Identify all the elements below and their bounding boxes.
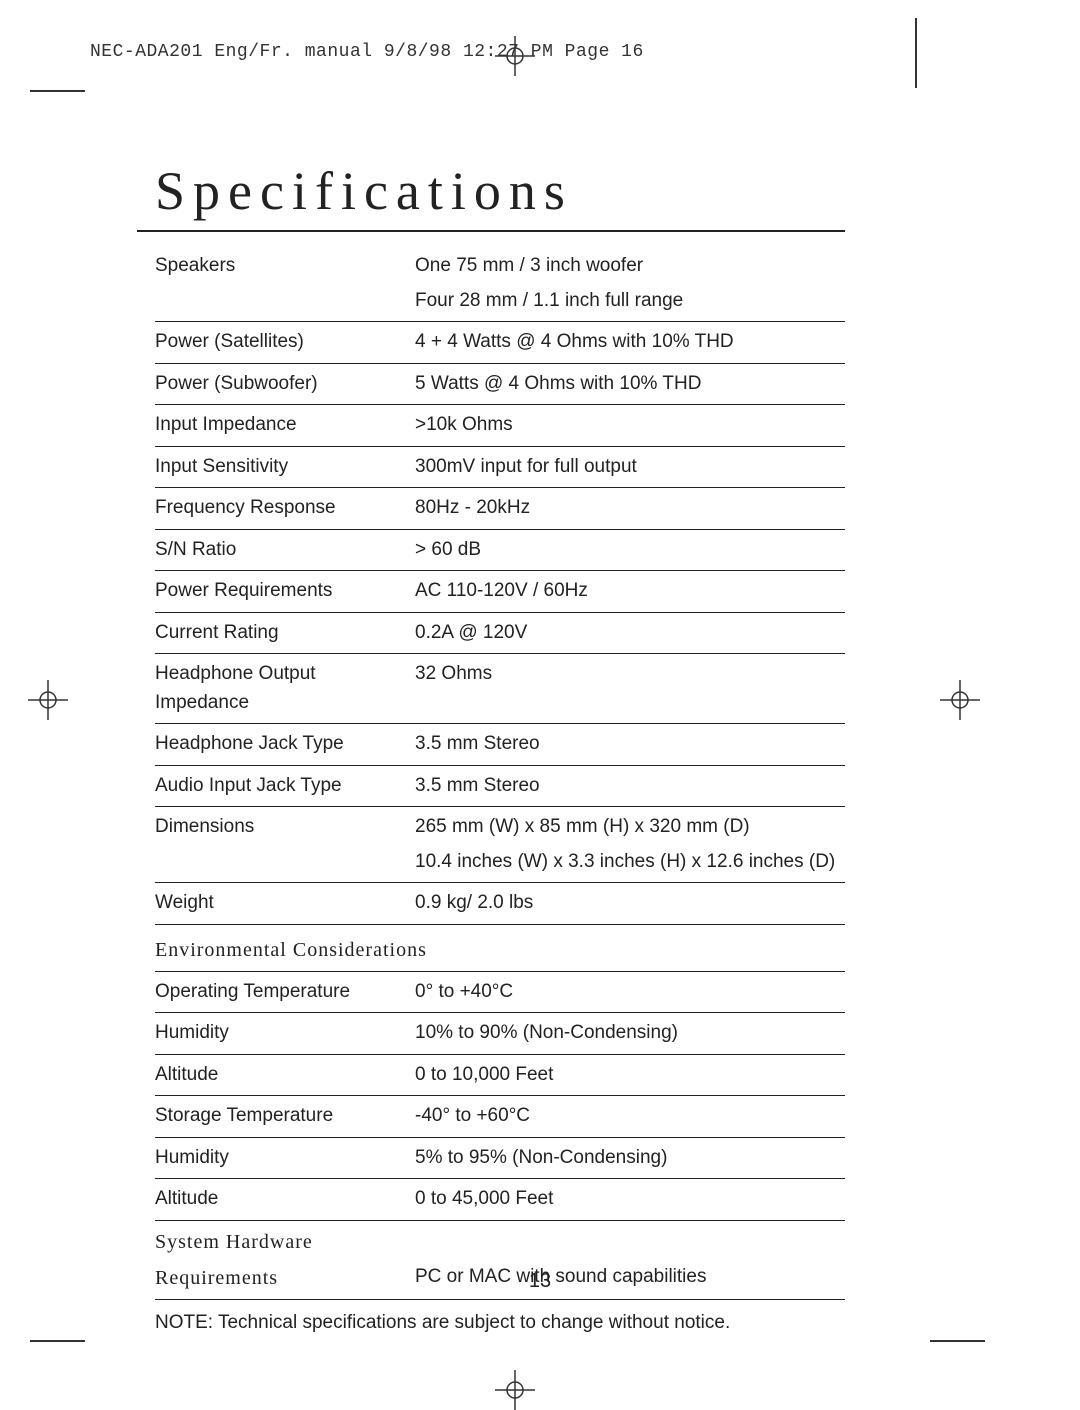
spec-label: Humidity bbox=[155, 1013, 415, 1055]
spec-label: Altitude bbox=[155, 1179, 415, 1221]
spec-value: > 60 dB bbox=[415, 529, 845, 571]
spec-value: 10% to 90% (Non-Condensing) bbox=[415, 1013, 845, 1055]
spec-value: 0 to 10,000 Feet bbox=[415, 1054, 845, 1096]
spec-label: S/N Ratio bbox=[155, 529, 415, 571]
spec-value: 0° to +40°C bbox=[415, 971, 845, 1013]
spec-value: 3.5 mm Stereo bbox=[415, 724, 845, 766]
registration-mark-right bbox=[940, 680, 980, 720]
spec-value: 3.5 mm Stereo bbox=[415, 765, 845, 807]
spec-value: 5% to 95% (Non-Condensing) bbox=[415, 1137, 845, 1179]
spec-label: Power Requirements bbox=[155, 571, 415, 613]
spec-label: Altitude bbox=[155, 1054, 415, 1096]
spec-value: 0.9 kg/ 2.0 lbs bbox=[415, 883, 845, 925]
spec-label: Operating Temperature bbox=[155, 971, 415, 1013]
spec-value: 10.4 inches (W) x 3.3 inches (H) x 12.6 … bbox=[415, 842, 845, 883]
spec-value: 0.2A @ 120V bbox=[415, 612, 845, 654]
spec-value: >10k Ohms bbox=[415, 405, 845, 447]
registration-mark-top bbox=[495, 36, 535, 76]
spec-value: One 75 mm / 3 inch woofer bbox=[415, 246, 845, 281]
page-number: 13 bbox=[0, 1270, 1080, 1293]
spec-label bbox=[155, 281, 415, 322]
content-area: Specifications SpeakersOne 75 mm / 3 inc… bbox=[155, 160, 845, 1334]
section-heading: System Hardware bbox=[155, 1220, 415, 1257]
document-header-info: NEC-ADA201 Eng/Fr. manual 9/8/98 12:27 P… bbox=[90, 42, 644, 62]
section-heading: Environmental Considerations bbox=[155, 924, 845, 971]
spec-label: Dimensions bbox=[155, 807, 415, 842]
spec-value: 265 mm (W) x 85 mm (H) x 320 mm (D) bbox=[415, 807, 845, 842]
note-text: NOTE: Technical specifications are subje… bbox=[155, 1312, 845, 1334]
spec-label: Frequency Response bbox=[155, 488, 415, 530]
spec-label: Weight bbox=[155, 883, 415, 925]
spec-value: 80Hz - 20kHz bbox=[415, 488, 845, 530]
spec-label: Headphone Output Impedance bbox=[155, 654, 415, 724]
spec-label: Headphone Jack Type bbox=[155, 724, 415, 766]
crop-mark bbox=[930, 1340, 985, 1342]
spec-label: Current Rating bbox=[155, 612, 415, 654]
spec-value: 4 + 4 Watts @ 4 Ohms with 10% THD bbox=[415, 322, 845, 364]
spec-value: AC 110-120V / 60Hz bbox=[415, 571, 845, 613]
spec-value: Four 28 mm / 1.1 inch full range bbox=[415, 281, 845, 322]
page-title: Specifications bbox=[137, 160, 845, 232]
spec-value: 5 Watts @ 4 Ohms with 10% THD bbox=[415, 363, 845, 405]
spec-value: 300mV input for full output bbox=[415, 446, 845, 488]
spec-value: 0 to 45,000 Feet bbox=[415, 1179, 845, 1221]
spec-label: Audio Input Jack Type bbox=[155, 765, 415, 807]
spec-label: Input Sensitivity bbox=[155, 446, 415, 488]
spec-label: Speakers bbox=[155, 246, 415, 281]
spec-value: 32 Ohms bbox=[415, 654, 845, 724]
specifications-table: SpeakersOne 75 mm / 3 inch wooferFour 28… bbox=[155, 246, 845, 1300]
spec-label: Power (Satellites) bbox=[155, 322, 415, 364]
spec-label: Input Impedance bbox=[155, 405, 415, 447]
crop-mark bbox=[30, 90, 85, 92]
spec-label: Power (Subwoofer) bbox=[155, 363, 415, 405]
spec-label bbox=[155, 842, 415, 883]
spec-label: Storage Temperature bbox=[155, 1096, 415, 1138]
spec-label: Humidity bbox=[155, 1137, 415, 1179]
spec-value: -40° to +60°C bbox=[415, 1096, 845, 1138]
crop-mark bbox=[915, 18, 917, 88]
spec-value bbox=[415, 1220, 845, 1257]
crop-mark bbox=[30, 1340, 85, 1342]
registration-mark-left bbox=[28, 680, 68, 720]
registration-mark-bottom bbox=[495, 1370, 535, 1410]
page: NEC-ADA201 Eng/Fr. manual 9/8/98 12:27 P… bbox=[0, 0, 1080, 1397]
